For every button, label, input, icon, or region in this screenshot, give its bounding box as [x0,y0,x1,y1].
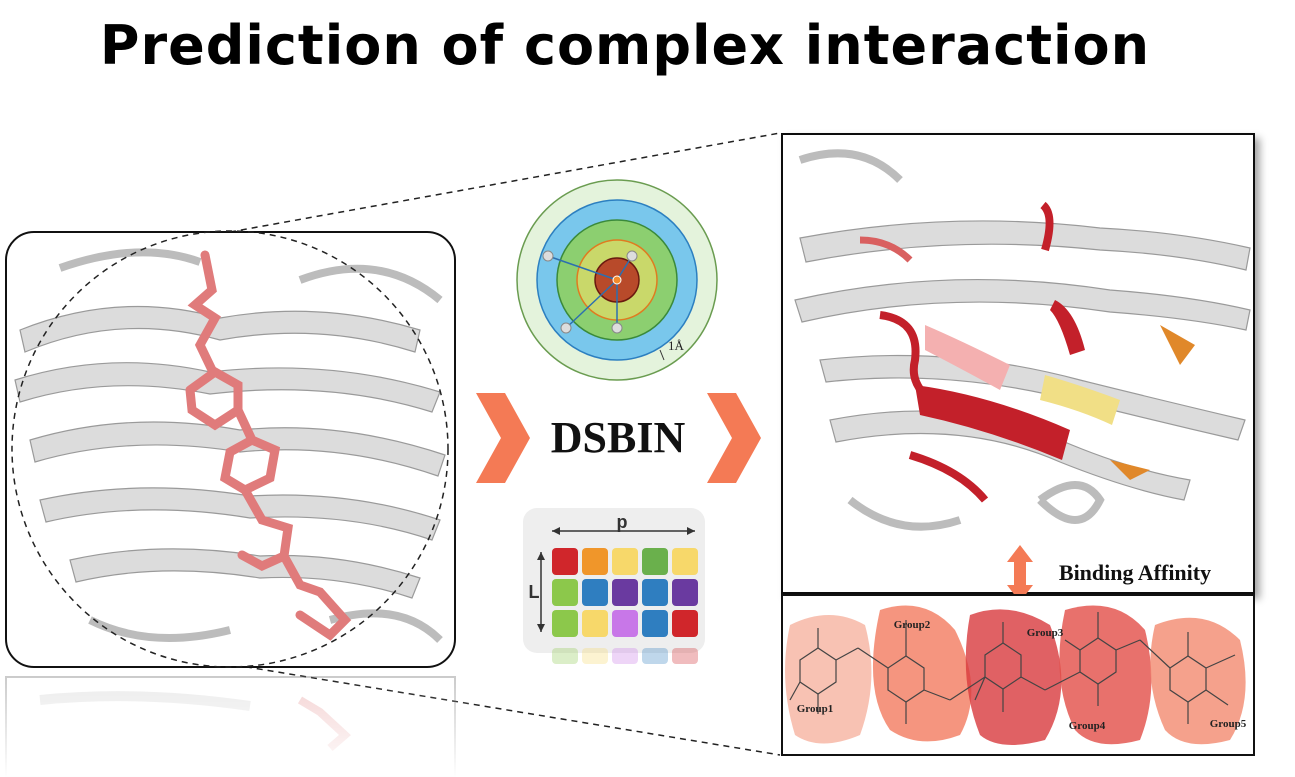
group-blob [785,615,872,744]
highlight-loop-3 [879,311,928,398]
panel-reflection [0,672,470,777]
highlight-loop-4 [908,451,989,503]
matrix-cell [642,579,668,606]
glycan-skeleton [789,612,1236,724]
highlight-loop-1 [1040,201,1054,252]
matrix-cell [612,610,638,637]
matrix-cell [582,579,608,606]
group-label: Group3 [1027,627,1064,639]
matrix-cell [552,579,578,606]
distance-shells-diagram: 1Å [516,179,718,381]
matrix-cell-reflection [582,648,608,664]
matrix-cell [642,548,668,575]
highlight-loop-2 [859,236,913,263]
method-label: DSBIN [551,413,686,462]
matrix-reflection [552,648,698,664]
matrix-cell [672,579,698,606]
matrix-cell-reflection [672,648,698,664]
highlight-strand-yellow [1040,375,1120,425]
highlighted-protein-ribbon [794,149,1251,531]
binding-site-circle [11,230,449,668]
matrix-cell-reflection [552,648,578,664]
highlight-strand-red-2 [1050,300,1085,355]
shell-width-label: 1Å [668,338,685,353]
matrix-cell [642,610,668,637]
matrix-cell [672,610,698,637]
arrow-right-icon-1 [476,393,530,483]
matrix-width-label: p [617,512,628,532]
group-blob [872,605,972,742]
highlight-orange-1 [1160,325,1195,365]
feature-matrix: p L [523,508,705,664]
group-label: Group5 [1210,718,1247,730]
matrix-cell [552,548,578,575]
highlight-strand-pink [925,325,1010,390]
group-blob [965,609,1062,745]
matrix-cell-reflection [642,648,668,664]
complex-structure-panel [5,230,456,668]
matrix-cell [612,548,638,575]
matrix-cell [582,548,608,575]
matrix-cell [582,610,608,637]
matrix-cells [552,548,698,637]
highlight-strand-red [915,385,1070,460]
binding-affinity-arrow [1007,545,1033,602]
group-label: Group2 [894,619,931,631]
highlight-orange-2 [1110,460,1150,480]
matrix-cell [612,579,638,606]
matrix-height-label: L [529,582,540,602]
group-blob [1059,605,1152,745]
arrow-right-icon-2 [707,393,761,483]
matrix-cell-reflection [612,648,638,664]
binding-affinity-label: Binding Affinity [1059,560,1211,585]
page-title: Prediction of complex interaction [99,14,1151,77]
group-label: Group1 [797,703,833,715]
group-label: Group4 [1069,720,1106,732]
group-blob [1150,617,1246,745]
flow-arrows [476,393,761,483]
matrix-cell [672,548,698,575]
molecule-groups-panel: Group1 Group2 Group3 Group4 Group5 [781,594,1255,756]
ligand-molecule [185,250,352,641]
matrix-cell [552,610,578,637]
